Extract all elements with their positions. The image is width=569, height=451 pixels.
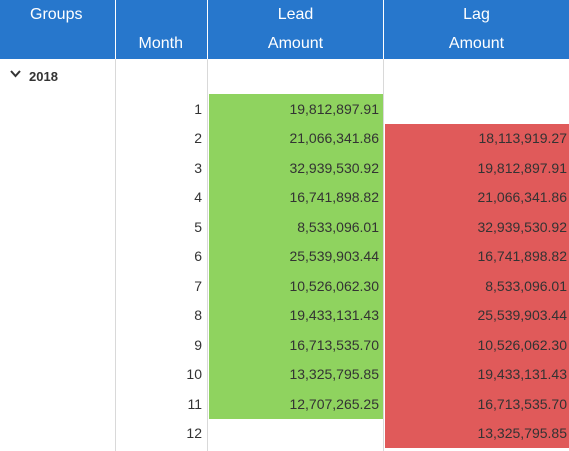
chevron-down-icon[interactable] <box>10 69 21 79</box>
column-divider <box>115 59 116 451</box>
lead-amount-header-label: Amount <box>267 35 324 52</box>
table-row[interactable]: 1 19,812,897.91 <box>0 94 569 124</box>
lag-header-label: Lag <box>463 6 490 23</box>
table-row[interactable]: 4 16,741,898.82 21,066,341.86 <box>0 182 569 212</box>
lead-amount-column-header[interactable]: Lead Amount <box>208 0 384 59</box>
lead-amount-cell: 10,526,062.30 <box>209 271 383 301</box>
lead-amount-cell: 21,066,341.86 <box>209 123 383 153</box>
column-divider <box>383 59 384 451</box>
month-cell: 12 <box>186 425 202 442</box>
month-cell: 4 <box>194 189 202 206</box>
group-label: 2018 <box>29 68 58 84</box>
lag-amount-cell: 16,741,898.82 <box>385 241 569 271</box>
lag-amount-header-label: Amount <box>448 35 505 52</box>
column-divider <box>207 59 208 451</box>
groups-column-header[interactable]: Groups <box>0 0 116 59</box>
month-cell: 8 <box>194 307 202 324</box>
lead-amount-cell: 13,325,795.85 <box>209 359 383 389</box>
table-row[interactable]: 2 21,066,341.86 18,113,919.27 <box>0 123 569 153</box>
month-cell: 5 <box>194 218 202 235</box>
table-row[interactable]: 9 16,713,535.70 10,526,062.30 <box>0 330 569 360</box>
lag-amount-cell: 18,113,919.27 <box>385 123 569 153</box>
lag-amount-cell: 8,533,096.01 <box>385 271 569 301</box>
table-row[interactable]: 5 8,533,096.01 32,939,530.92 <box>0 212 569 242</box>
lead-header-label: Lead <box>277 6 314 23</box>
month-cell: 9 <box>194 336 202 353</box>
month-cell: 3 <box>194 159 202 176</box>
lag-amount-column-header[interactable]: Lag Amount <box>384 0 569 59</box>
lead-amount-cell: 19,433,131.43 <box>209 300 383 330</box>
lead-amount-cell: 12,707,265.25 <box>209 389 383 419</box>
lead-amount-cell: 32,939,530.92 <box>209 153 383 183</box>
month-cell: 2 <box>194 130 202 147</box>
lag-amount-cell: 19,812,897.91 <box>385 153 569 183</box>
lead-amount-cell <box>209 419 383 449</box>
table-row[interactable]: 11 12,707,265.25 16,713,535.70 <box>0 389 569 419</box>
groups-header-label: Groups <box>30 6 83 23</box>
lag-amount-cell: 25,539,903.44 <box>385 300 569 330</box>
month-cell: 11 <box>187 395 202 412</box>
lag-amount-cell: 19,433,131.43 <box>385 359 569 389</box>
month-header-label: Month <box>138 35 183 52</box>
lag-amount-cell: 13,325,795.85 <box>385 418 569 448</box>
table-row[interactable]: 3 32,939,530.92 19,812,897.91 <box>0 153 569 183</box>
lead-amount-cell: 19,812,897.91 <box>209 94 383 124</box>
group-row-2018[interactable]: 2018 <box>0 61 116 91</box>
table-row[interactable]: 6 25,539,903.44 16,741,898.82 <box>0 241 569 271</box>
table-row[interactable]: 7 10,526,062.30 8,533,096.01 <box>0 271 569 301</box>
data-rows: 1 19,812,897.91 2 21,066,341.86 18,113,919.2… <box>0 94 569 448</box>
lead-amount-cell: 8,533,096.01 <box>209 212 383 242</box>
lead-amount-cell: 16,741,898.82 <box>209 182 383 212</box>
lag-amount-cell: 21,066,341.86 <box>385 182 569 212</box>
lag-amount-cell: 32,939,530.92 <box>385 212 569 242</box>
month-cell: 6 <box>194 248 202 265</box>
lead-amount-cell: 16,713,535.70 <box>209 330 383 360</box>
month-cell: 7 <box>194 277 202 294</box>
table-row[interactable]: 12 13,325,795.85 <box>0 418 569 449</box>
table-row[interactable]: 8 19,433,131.43 25,539,903.44 <box>0 300 569 330</box>
lead-amount-cell: 25,539,903.44 <box>209 241 383 271</box>
month-cell: 1 <box>194 100 202 117</box>
table-row[interactable]: 10 13,325,795.85 19,433,131.43 <box>0 359 569 389</box>
lag-amount-cell: 16,713,535.70 <box>385 389 569 419</box>
lag-amount-cell <box>385 94 569 124</box>
month-cell: 10 <box>186 366 202 383</box>
lag-amount-cell: 10,526,062.30 <box>385 330 569 360</box>
month-column-header[interactable]: Month <box>116 0 208 59</box>
